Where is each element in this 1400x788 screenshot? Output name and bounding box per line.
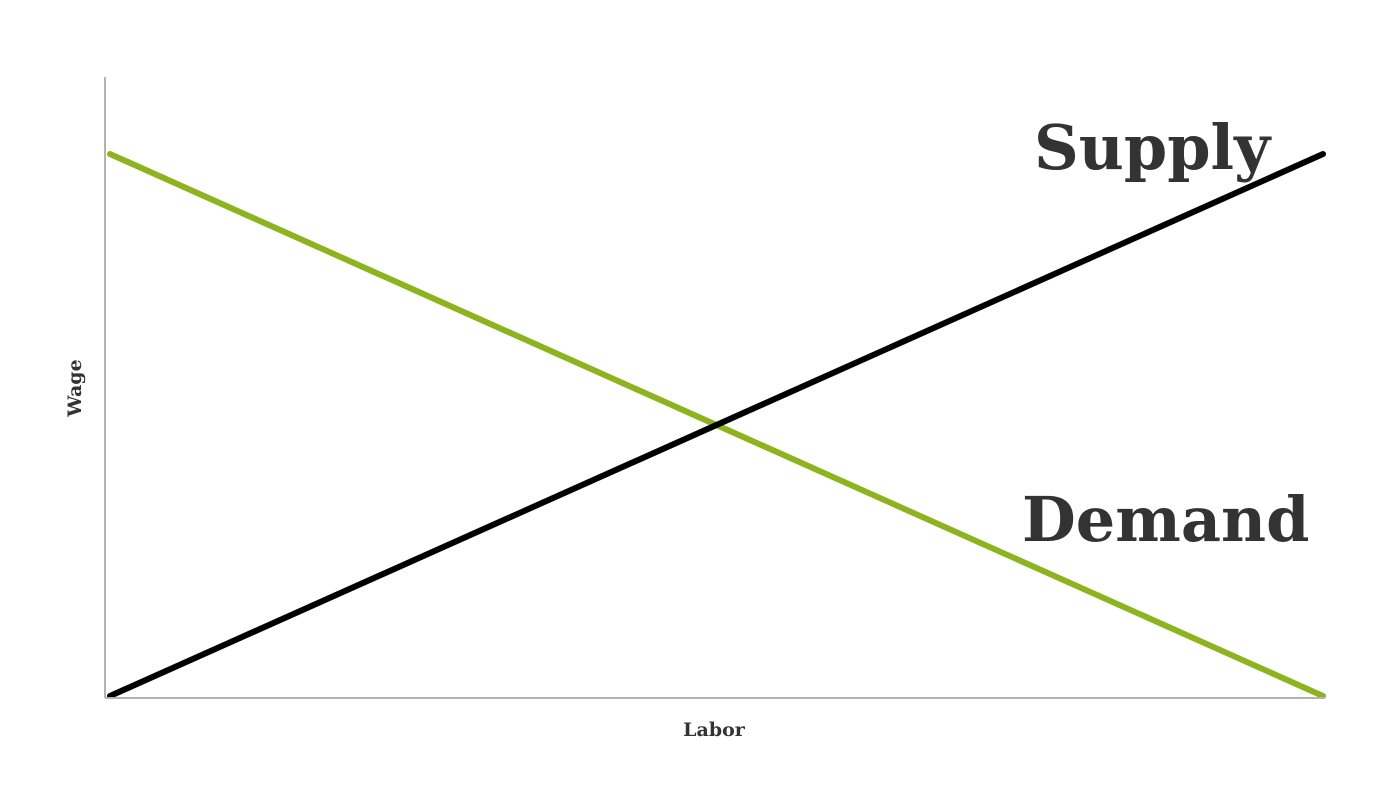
plot-lines bbox=[110, 154, 1323, 696]
y-axis-title: Wage bbox=[64, 359, 86, 417]
x-axis-title: Labor bbox=[683, 719, 746, 741]
demand-series-label: Demand bbox=[1022, 483, 1309, 556]
supply-series-label: Supply bbox=[1034, 111, 1272, 184]
